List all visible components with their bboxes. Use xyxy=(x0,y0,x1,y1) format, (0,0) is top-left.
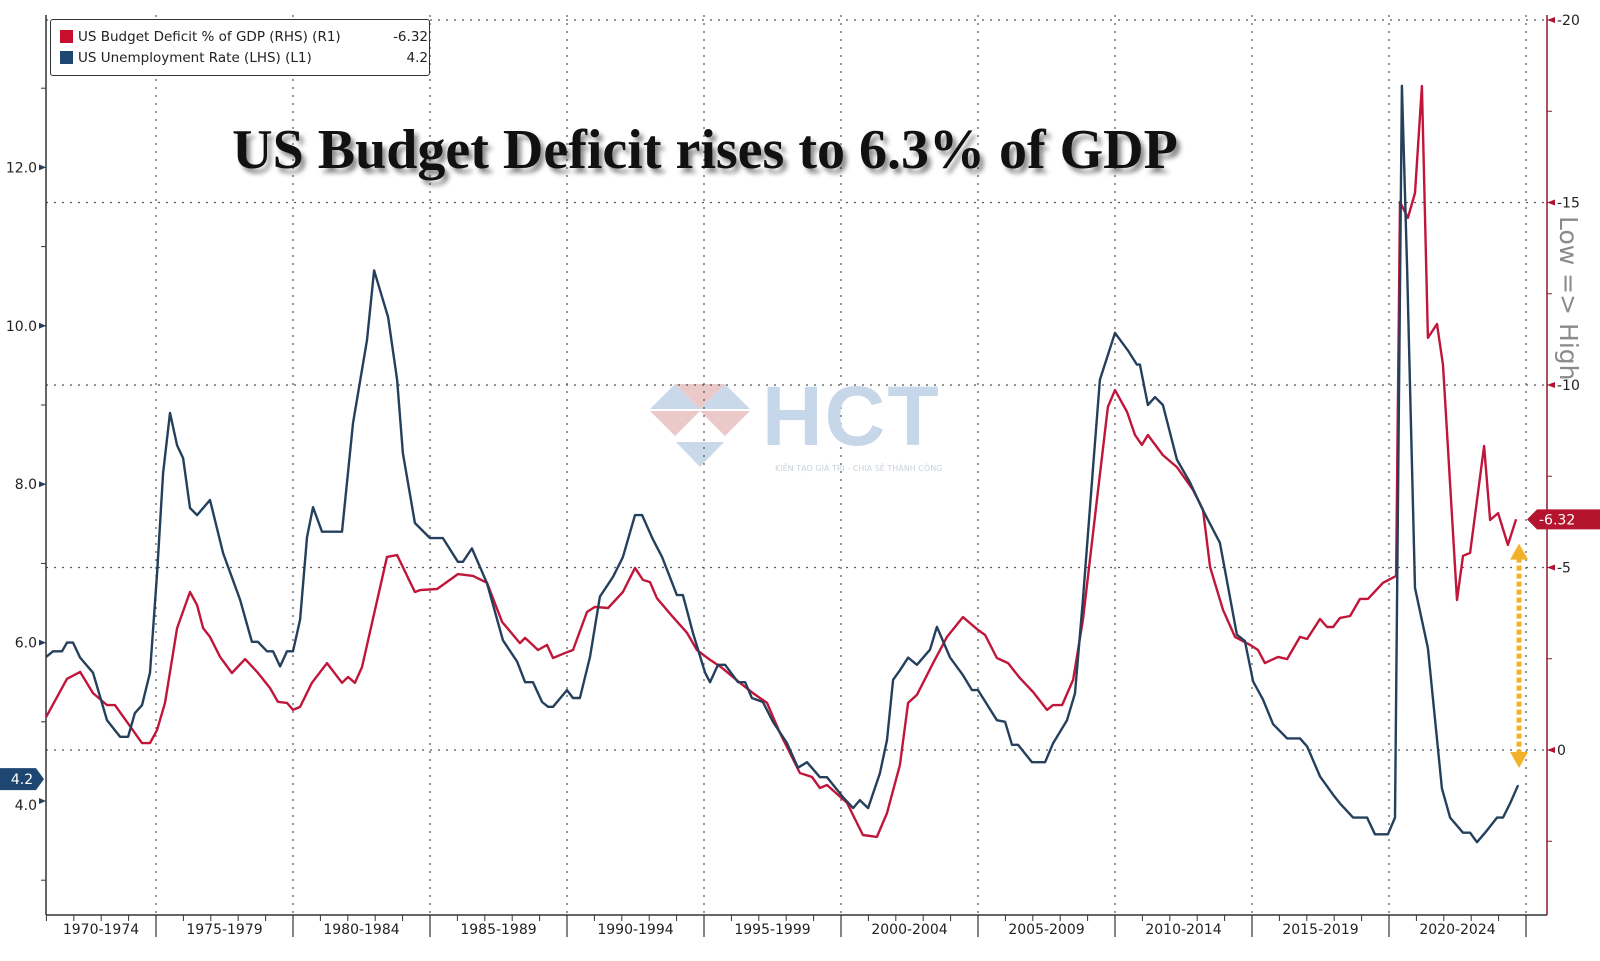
right-axis-tick-label: -5 xyxy=(1557,561,1571,577)
legend-label: US Unemployment Rate (LHS) (L1) xyxy=(78,49,312,66)
right-axis-tick-label: -15 xyxy=(1557,196,1580,212)
watermark-logo-icon xyxy=(676,442,724,467)
last-value-badge-left xyxy=(0,768,44,791)
last-value-label-left: 4.2 xyxy=(11,772,33,788)
right-axis-tick-marker xyxy=(1547,382,1555,388)
left-axis-tick-marker xyxy=(39,164,46,171)
watermark-tagline: KIẾN TẠO GIÁ TRỊ - CHIA SẺ THÀNH CÔNG xyxy=(775,464,943,473)
left-axis-tick-label: 10.0 xyxy=(6,319,37,335)
watermark-logo-text: HCT xyxy=(762,369,941,463)
watermark-logo-icon xyxy=(675,384,725,409)
right-axis-tick-label: -20 xyxy=(1557,13,1580,29)
right-axis-tick-marker xyxy=(1547,564,1555,571)
budget-deficit-line xyxy=(45,84,1518,839)
left-axis-tick-marker xyxy=(39,639,46,646)
left-axis-tick-marker xyxy=(39,481,46,488)
legend-item-unemployment: US Unemployment Rate (LHS) (L1) 4.2 xyxy=(60,47,429,68)
x-axis-tick-label: 2005-2009 xyxy=(1008,922,1084,938)
x-axis-tick-label: 1980-1984 xyxy=(323,922,399,938)
unemployment-rate-line xyxy=(45,84,1520,844)
x-axis-tick-label: 2000-2004 xyxy=(871,922,947,938)
watermark-logo-icon xyxy=(650,384,700,409)
legend-swatch-red xyxy=(60,30,73,43)
arrow-down-icon xyxy=(1510,752,1529,768)
x-axis-tick-label: 1995-1999 xyxy=(734,922,810,938)
right-axis-tick-marker xyxy=(1547,17,1555,23)
left-axis-tick-label: 4.0 xyxy=(15,798,37,814)
x-axis-tick-label: 2020-2024 xyxy=(1419,922,1495,938)
x-axis-tick-label: 1985-1989 xyxy=(460,922,536,938)
x-axis-tick-label: 2010-2014 xyxy=(1145,922,1221,938)
right-axis-tick-marker xyxy=(1547,747,1555,753)
legend-item-deficit: US Budget Deficit % of GDP (RHS) (R1) -6… xyxy=(60,26,429,47)
legend-last-value: -6.32 xyxy=(393,28,428,45)
left-axis-tick-label: 12.0 xyxy=(6,160,37,176)
chart-title: US Budget Deficit rises to 6.3% of GDP xyxy=(232,119,1178,181)
last-value-label-right: -6.32 xyxy=(1539,512,1575,528)
watermark-logo-icon xyxy=(650,411,700,436)
legend: US Budget Deficit % of GDP (RHS) (R1) -6… xyxy=(50,19,430,76)
watermark-logo-icon xyxy=(700,384,750,409)
watermark-logo-icon xyxy=(700,411,750,436)
left-axis-tick-label: 8.0 xyxy=(15,477,37,493)
axis-annotation: Low => High xyxy=(1554,216,1583,381)
x-axis-tick-label: 1970-1974 xyxy=(63,922,139,938)
left-axis-tick-marker xyxy=(39,798,46,804)
legend-label: US Budget Deficit % of GDP (RHS) (R1) xyxy=(78,28,341,45)
last-value-badge-right xyxy=(1527,509,1600,530)
x-axis-tick-label: 1975-1979 xyxy=(186,922,262,938)
x-axis-tick-label: 1990-1994 xyxy=(597,922,673,938)
legend-last-value: 4.2 xyxy=(406,49,428,66)
legend-swatch-blue xyxy=(60,51,73,64)
left-axis-tick-marker xyxy=(39,322,46,329)
right-axis-tick-label: 0 xyxy=(1557,743,1566,759)
arrow-up-icon xyxy=(1510,543,1529,560)
right-axis-tick-label: -10 xyxy=(1557,378,1580,394)
left-axis-tick-label: 6.0 xyxy=(15,636,37,652)
right-axis-tick-marker xyxy=(1547,199,1555,206)
x-axis-tick-label: 2015-2019 xyxy=(1282,922,1358,938)
